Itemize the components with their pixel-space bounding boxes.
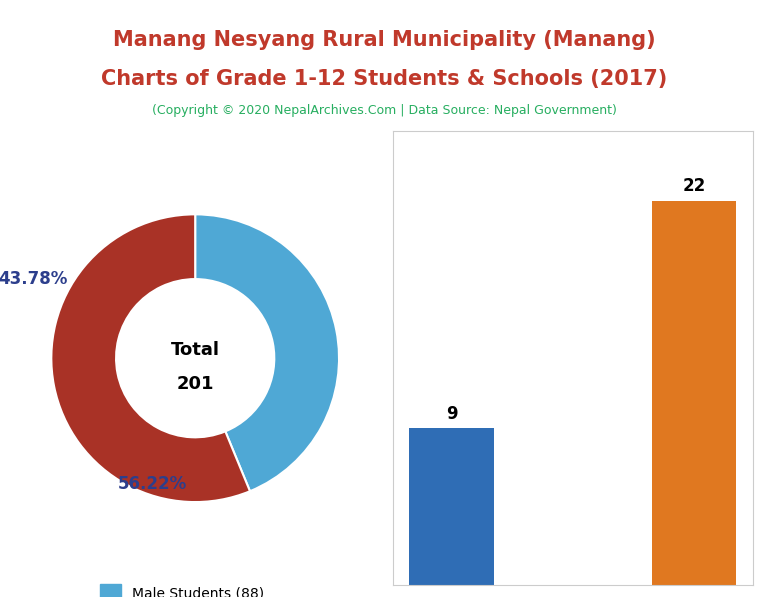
Text: Manang Nesyang Rural Municipality (Manang): Manang Nesyang Rural Municipality (Manan… (113, 30, 655, 50)
Wedge shape (51, 214, 250, 502)
Text: Total: Total (170, 340, 220, 359)
Text: (Copyright © 2020 NepalArchives.Com | Data Source: Nepal Government): (Copyright © 2020 NepalArchives.Com | Da… (151, 104, 617, 118)
Legend: Male Students (88), Female Students (113): Male Students (88), Female Students (113… (93, 577, 297, 597)
Bar (409, 428, 494, 585)
Wedge shape (195, 214, 339, 491)
Bar (651, 201, 737, 585)
Text: 56.22%: 56.22% (118, 475, 187, 493)
Text: Charts of Grade 1-12 Students & Schools (2017): Charts of Grade 1-12 Students & Schools … (101, 69, 667, 89)
Text: 201: 201 (177, 375, 214, 393)
Text: 9: 9 (446, 405, 458, 423)
Text: 22: 22 (682, 177, 706, 195)
Text: 43.78%: 43.78% (0, 270, 68, 288)
